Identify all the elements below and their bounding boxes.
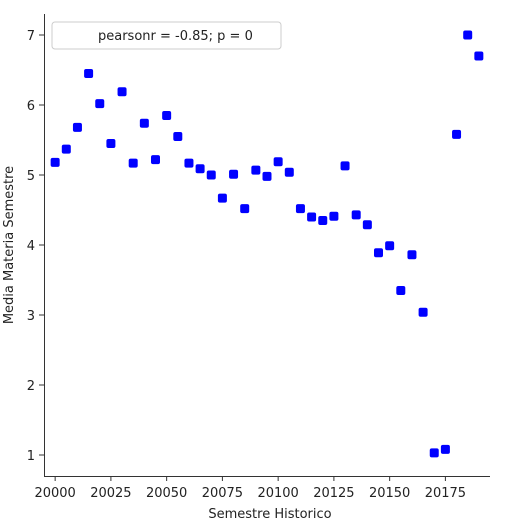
data-point-30 — [385, 241, 395, 251]
x-tick-label-7: 20175 — [425, 486, 466, 501]
data-point-10 — [162, 111, 172, 120]
data-points — [50, 30, 484, 458]
x-tick-label-2: 20050 — [146, 486, 187, 501]
x-tick-label-6: 20150 — [369, 486, 410, 501]
data-point-34 — [429, 448, 439, 458]
y-tick-label-2: 3 — [27, 309, 35, 324]
data-point-0 — [50, 157, 60, 167]
data-point-17 — [240, 204, 250, 214]
data-point-14 — [206, 170, 216, 180]
data-point-7 — [128, 158, 138, 168]
y-tick-label-1: 2 — [27, 379, 35, 394]
y-tick-label-3: 4 — [27, 239, 35, 254]
y-tick-label-6: 7 — [27, 29, 35, 44]
data-point-2 — [72, 122, 82, 132]
data-point-33 — [418, 307, 428, 317]
data-point-6 — [117, 87, 127, 97]
data-point-18 — [251, 165, 261, 175]
data-point-15 — [217, 193, 227, 203]
data-point-28 — [362, 220, 372, 230]
data-point-20 — [273, 157, 283, 167]
data-point-31 — [396, 286, 406, 295]
data-point-19 — [262, 171, 272, 181]
x-tick-label-4: 20100 — [257, 486, 298, 501]
data-point-21 — [284, 167, 294, 177]
data-point-32 — [407, 250, 417, 260]
data-point-11 — [173, 132, 183, 141]
y-tick-label-4: 5 — [27, 169, 35, 184]
data-point-23 — [307, 212, 317, 222]
data-point-36 — [452, 129, 462, 139]
legend: pearsonr = -0.85; p = 0 — [51, 21, 282, 50]
y-axis-title: Media Materia Semestre — [2, 166, 17, 324]
legend-text: pearsonr = -0.85; p = 0 — [98, 29, 253, 44]
data-point-13 — [195, 164, 205, 174]
data-point-38 — [474, 51, 484, 61]
x-tick-label-5: 20125 — [313, 486, 354, 501]
data-point-5 — [106, 139, 116, 148]
data-point-8 — [139, 118, 149, 128]
data-point-29 — [374, 248, 383, 258]
data-point-24 — [318, 216, 328, 225]
data-point-4 — [95, 99, 105, 109]
x-tick-label-1: 20025 — [90, 486, 131, 501]
data-point-3 — [84, 69, 94, 78]
data-point-12 — [184, 158, 194, 168]
y-ticks: 1 2 3 4 5 6 7 — [27, 29, 44, 464]
data-point-1 — [61, 144, 71, 154]
data-point-37 — [463, 30, 473, 40]
data-point-27 — [351, 210, 361, 220]
axes — [44, 14, 490, 477]
data-point-25 — [329, 211, 339, 221]
data-point-9 — [151, 155, 160, 165]
x-tick-label-3: 20075 — [202, 486, 243, 501]
x-axis-title: Semestre Historico — [208, 507, 331, 522]
data-point-35 — [440, 444, 450, 454]
data-point-16 — [229, 169, 239, 179]
data-point-26 — [340, 161, 350, 171]
y-tick-label-5: 6 — [27, 99, 35, 114]
x-tick-label-0: 20000 — [34, 486, 75, 501]
y-tick-label-0: 1 — [27, 449, 35, 464]
legend-box — [51, 21, 282, 50]
x-ticks: 20000 20025 20050 20075 20100 20125 20150 20175 — [34, 476, 466, 501]
data-point-22 — [295, 204, 305, 214]
